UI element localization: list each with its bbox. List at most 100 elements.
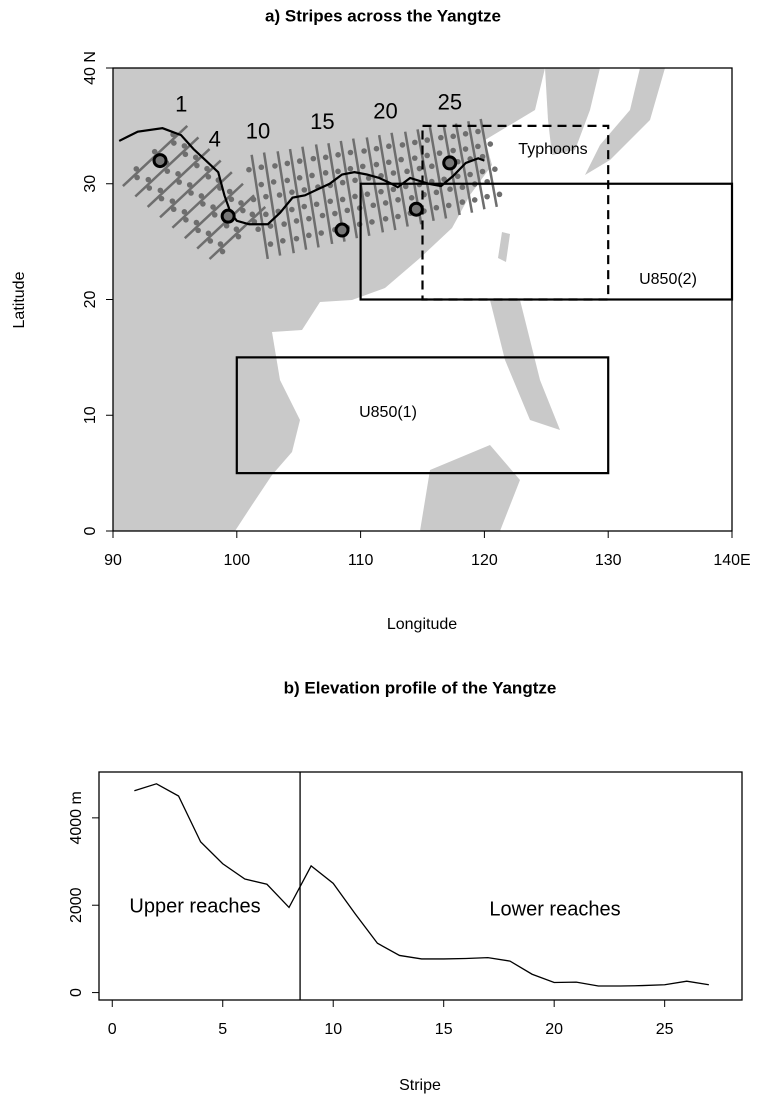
x-tick-label: 140E: [713, 552, 750, 569]
stripe: [146, 148, 211, 208]
stripe-point: [487, 141, 494, 147]
stripe-point: [385, 159, 392, 166]
stripe-point: [151, 148, 158, 155]
stripe-point: [395, 196, 401, 203]
stripe-point: [293, 235, 300, 242]
station: [408, 201, 424, 217]
region-box: [235, 356, 610, 475]
stripe-point: [462, 131, 469, 137]
stripe-point: [145, 176, 152, 183]
x-tick-label: 5: [218, 1021, 227, 1038]
y-tick-label: 0: [82, 526, 99, 535]
stripe-point: [373, 161, 380, 168]
stripe-point: [182, 151, 189, 158]
stripe-point: [332, 210, 338, 217]
stripe-point: [445, 202, 452, 209]
stripe-point: [404, 168, 410, 175]
stripe-point: [205, 230, 212, 237]
stripe-point: [352, 193, 358, 200]
stripe-point: [170, 206, 177, 213]
stripe-point: [347, 149, 354, 156]
stripe-point: [436, 150, 443, 156]
stripe-point: [361, 148, 367, 154]
stripe-point: [424, 152, 430, 159]
stripe-point: [386, 143, 392, 150]
stripe: [467, 121, 486, 210]
region-label: Typhoons: [518, 141, 587, 158]
stripe-point: [390, 170, 397, 176]
stripe-point: [402, 183, 409, 190]
x-tick-label: 130: [595, 552, 622, 569]
stripe-point: [433, 204, 440, 211]
plot-frame: [98, 771, 743, 1001]
stripe: [365, 137, 385, 233]
stripe: [416, 129, 435, 222]
station: [152, 153, 168, 169]
stripe-point: [359, 163, 366, 170]
stripe-point: [339, 196, 346, 203]
x-axis-label: Longitude: [387, 616, 457, 633]
stripe-point: [289, 189, 295, 195]
stripe-point: [398, 156, 404, 163]
x-tick-label: 110: [348, 552, 374, 569]
x-tick-label: 90: [104, 552, 122, 569]
stripe-point: [352, 177, 358, 184]
stripe-point: [322, 154, 329, 161]
stripe-point: [484, 193, 490, 200]
stripe-point: [471, 197, 478, 203]
stripe-point: [204, 165, 210, 172]
stripe-point: [211, 212, 218, 218]
stripe-point: [176, 179, 182, 185]
stripe-point: [467, 171, 473, 178]
stripe-point: [475, 128, 481, 135]
stripe-point: [319, 212, 326, 219]
y-axis-label: Latitude: [11, 271, 28, 328]
stripe: [276, 151, 295, 254]
y-tick-label: 20: [82, 291, 99, 309]
stripe-point: [496, 191, 503, 198]
x-tick-label: 20: [545, 1021, 563, 1038]
stripe-point: [205, 174, 212, 180]
stripe-point: [373, 145, 380, 152]
stripe: [479, 118, 499, 208]
stripe-point: [193, 219, 200, 226]
stripe: [454, 123, 474, 213]
stripe-point: [296, 174, 303, 181]
land-taiwan: [498, 232, 510, 262]
y-tick-label: 30: [82, 175, 99, 193]
stripe-point: [263, 193, 269, 200]
stripe-point: [433, 189, 440, 196]
stripe-point: [293, 218, 300, 224]
stripe-point: [233, 226, 240, 233]
stripe-point: [280, 237, 286, 244]
stripe-point: [249, 211, 256, 218]
stripe-label: 20: [373, 99, 397, 124]
stripe-point: [134, 174, 140, 181]
stripe-point: [186, 182, 193, 188]
stripe-point: [219, 248, 226, 255]
stripe-point: [429, 163, 435, 170]
stripe-point: [390, 186, 397, 193]
stripe-point: [339, 179, 346, 186]
stripe-point: [364, 191, 371, 197]
stripe: [314, 144, 334, 245]
stripe-point: [226, 188, 233, 195]
stripe: [288, 148, 308, 250]
stripe-point: [258, 181, 265, 188]
stripe-point: [313, 201, 320, 208]
land-korea: [545, 68, 600, 155]
stripe: [339, 140, 359, 239]
x-tick-label: 120: [471, 552, 498, 569]
stripe-point: [284, 177, 291, 184]
stripe-point: [192, 154, 199, 161]
stripe-label: 4: [209, 126, 221, 151]
stripe-label: 25: [438, 89, 462, 114]
stripe-point: [133, 166, 140, 172]
stripe-point: [306, 215, 312, 222]
stripe-point: [276, 192, 283, 198]
stripe-point: [175, 171, 181, 177]
stripe-point: [416, 165, 423, 172]
stripe: [183, 182, 244, 240]
land-borneo: [420, 445, 520, 531]
